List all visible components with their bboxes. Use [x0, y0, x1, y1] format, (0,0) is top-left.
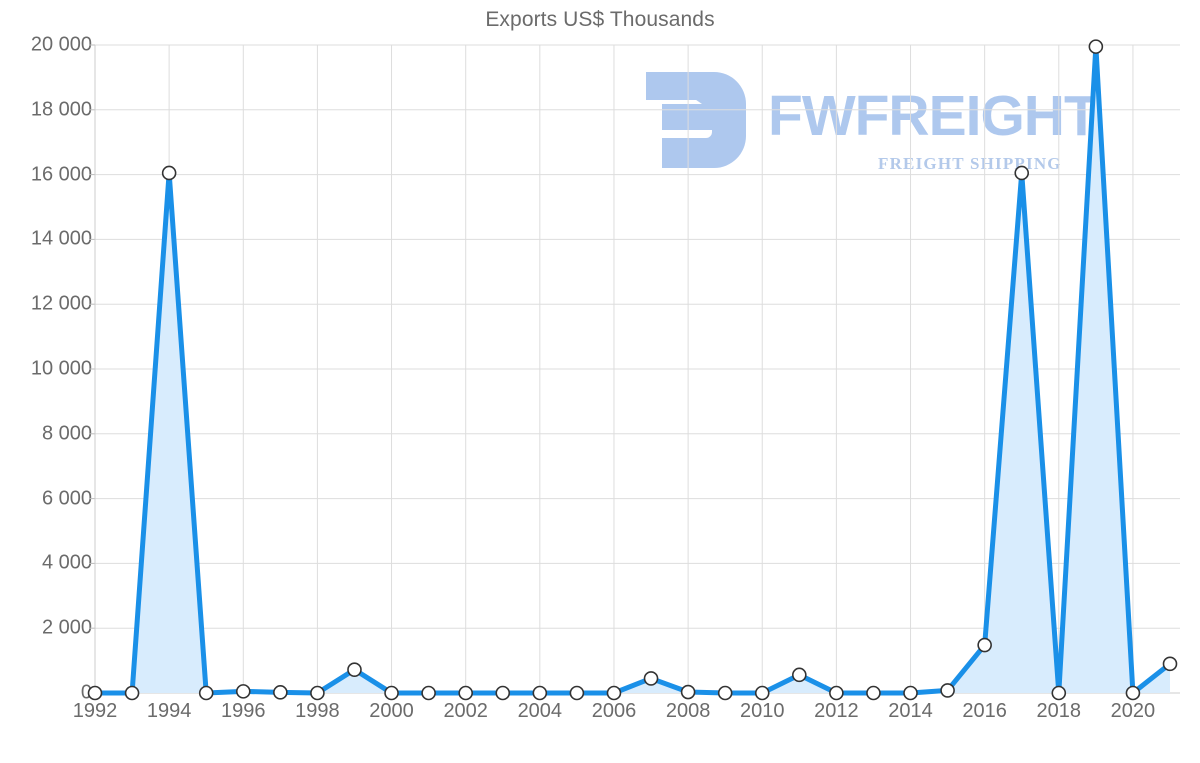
y-axis-tick-label: 20 000: [30, 33, 92, 56]
y-axis-tick-label: 4 000: [41, 551, 92, 574]
x-axis-tick-label: 1998: [295, 700, 340, 722]
data-point-marker[interactable]: [903, 685, 918, 701]
x-axis-tick-label: 2020: [1110, 700, 1156, 722]
data-point-marker[interactable]: [347, 662, 362, 677]
x-axis-tick-label: 1994: [146, 700, 192, 722]
data-point-marker[interactable]: [680, 684, 696, 700]
data-point-marker[interactable]: [1125, 685, 1141, 701]
x-axis-tick-label: 2002: [443, 700, 488, 722]
data-point-marker[interactable]: [235, 684, 251, 699]
data-point-marker[interactable]: [161, 165, 177, 181]
data-point-marker[interactable]: [532, 685, 548, 701]
data-point-marker[interactable]: [717, 685, 733, 701]
data-point-marker[interactable]: [977, 637, 992, 653]
series-plot: [87, 39, 1180, 701]
y-axis-tick-label: 6 000: [41, 487, 92, 510]
data-point-marker[interactable]: [495, 685, 511, 701]
data-point-marker[interactable]: [310, 685, 325, 701]
data-point-marker[interactable]: [1051, 685, 1067, 701]
data-point-marker[interactable]: [606, 685, 622, 701]
y-axis-tick-label: 8 000: [41, 422, 92, 445]
y-axis-tick-label: 16 000: [30, 163, 92, 186]
data-point-marker[interactable]: [643, 671, 659, 686]
x-axis: 1992 1994 1996 1998 2000 2002 2004 2006 2008 2010…: [0, 700, 1200, 745]
x-axis-tick-label: 1992: [72, 700, 118, 722]
x-axis-tick-label: 2008: [665, 700, 711, 722]
data-point-marker[interactable]: [384, 685, 399, 701]
y-axis-tick-label: 2 000: [41, 616, 92, 639]
data-point-marker[interactable]: [866, 685, 881, 701]
data-point-marker[interactable]: [87, 685, 103, 701]
data-point-marker[interactable]: [421, 685, 436, 701]
data-point-marker[interactable]: [273, 685, 288, 700]
x-axis-tick-label: 2004: [517, 700, 563, 722]
x-axis-tick-label: 2010: [739, 700, 785, 722]
chart-title: Exports US$ Thousands: [485, 8, 715, 31]
plot-area: [87, 39, 1180, 701]
x-axis-tick-label: 1996: [221, 700, 266, 722]
data-point-marker[interactable]: [829, 685, 844, 701]
data-point-marker[interactable]: [569, 685, 585, 701]
y-axis-tick-label: 14 000: [30, 227, 92, 250]
data-point-marker[interactable]: [1088, 39, 1104, 54]
data-point-marker[interactable]: [940, 683, 955, 698]
y-axis-tick-label: 10 000: [30, 357, 92, 380]
data-point-marker[interactable]: [198, 685, 214, 701]
data-point-marker[interactable]: [1014, 165, 1030, 181]
y-axis-tick-label: 18 000: [30, 98, 92, 121]
y-axis: 0 2 000 4 000 6 000 8 000 10 000 12 000 14 000 1…: [0, 0, 92, 763]
data-point-marker[interactable]: [124, 685, 140, 701]
x-axis-tick-label: 2012: [814, 700, 859, 722]
x-axis-tick-label: 2016: [962, 700, 1007, 722]
data-point-marker[interactable]: [754, 685, 770, 701]
y-axis-tick-label: 0: [80, 681, 92, 704]
x-axis-tick-label: 2000: [369, 700, 414, 722]
x-axis-tick-label: 2014: [888, 700, 933, 722]
data-point-marker[interactable]: [458, 685, 473, 701]
y-axis-tick-label: 12 000: [30, 292, 92, 315]
data-point-marker[interactable]: [792, 667, 807, 683]
data-point-marker[interactable]: [1162, 656, 1178, 672]
x-axis-tick-label: 2018: [1036, 700, 1082, 722]
x-axis-tick-label: 2006: [591, 700, 637, 722]
